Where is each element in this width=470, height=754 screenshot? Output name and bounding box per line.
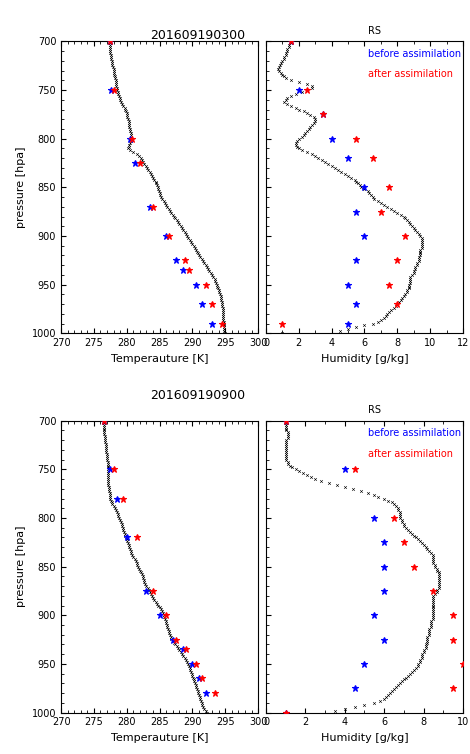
- Text: before assimilation: before assimilation: [368, 428, 462, 438]
- Text: after assimilation: after assimilation: [368, 69, 454, 79]
- Text: RS: RS: [368, 26, 381, 35]
- X-axis label: Humidity [g/kg]: Humidity [g/kg]: [321, 354, 408, 363]
- X-axis label: Humidity [g/kg]: Humidity [g/kg]: [321, 733, 408, 743]
- X-axis label: Temperauture [K]: Temperauture [K]: [111, 354, 208, 363]
- Text: before assimilation: before assimilation: [368, 49, 462, 59]
- Y-axis label: pressure [hpa]: pressure [hpa]: [16, 146, 26, 228]
- X-axis label: Temperauture [K]: Temperauture [K]: [111, 733, 208, 743]
- Text: 201609190900: 201609190900: [150, 389, 245, 402]
- Text: 201609190300: 201609190300: [150, 29, 245, 41]
- Text: RS: RS: [368, 405, 381, 415]
- Y-axis label: pressure [hpa]: pressure [hpa]: [16, 526, 26, 608]
- Text: after assimilation: after assimilation: [368, 449, 454, 458]
